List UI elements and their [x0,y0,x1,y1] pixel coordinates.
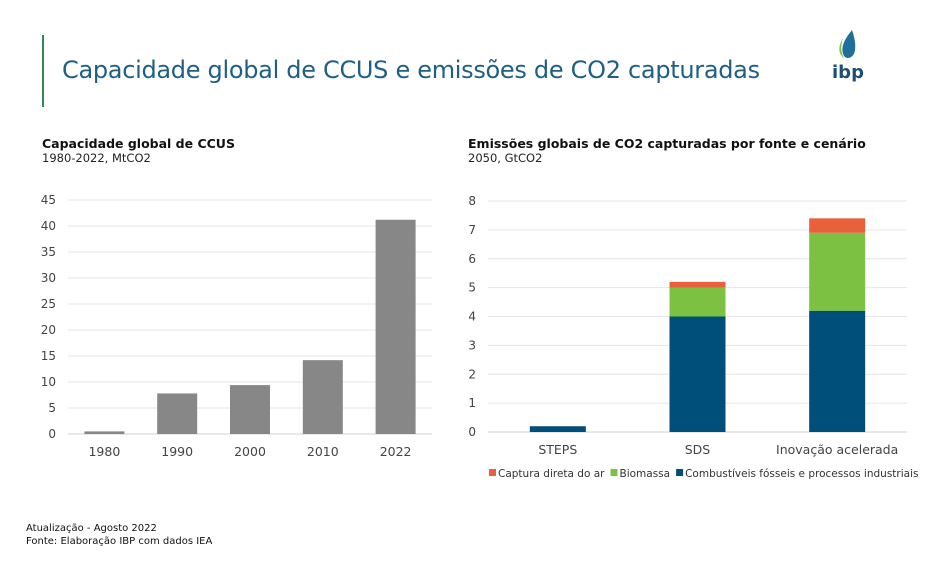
x-tick-label: 1980 [88,444,120,459]
svg-text:ibp: ibp [832,62,864,82]
accent-line [42,35,44,107]
y-tick-label: 0 [468,425,476,439]
y-tick-label: 2 [468,367,476,381]
source-note: Fonte: Elaboração IBP com dados IEA [26,536,213,547]
bar [375,219,416,434]
bar-segment [809,310,866,432]
bar [302,360,343,434]
legend-label: Combustíveis fósseis e processos industr… [685,468,918,480]
page-title: Capacidade global de CCUS e emissões de … [62,56,760,84]
y-tick-label: 30 [41,271,56,285]
legend-swatch [610,469,618,476]
x-tick-label: 1990 [161,444,193,459]
legend-label: Captura direta do ar [498,468,605,480]
y-tick-label: 7 [468,223,476,237]
y-tick-label: 4 [468,310,476,324]
y-tick-label: 35 [41,245,56,259]
right-chart-subtitle: 2050, GtCO2 [468,151,543,165]
update-note: Atualização - Agosto 2022 [26,523,157,534]
y-tick-label: 0 [48,427,56,441]
x-tick-label: 2010 [307,444,339,459]
x-tick-label: Inovação acelerada [776,442,898,457]
x-tick-label: STEPS [538,442,577,457]
y-tick-label: 40 [41,219,56,233]
x-tick-label: 2022 [380,444,412,459]
legend-label: Biomassa [620,468,671,480]
x-tick-label: 2000 [234,444,266,459]
ibp-logo: ibp [832,30,864,82]
bar-segment [529,426,586,432]
bar-segment [809,218,866,233]
y-tick-label: 15 [41,349,56,363]
y-tick-label: 3 [468,338,476,352]
bar-segment [669,281,726,288]
legend-swatch [489,469,496,476]
bar-segment [809,232,866,311]
y-tick-label: 6 [468,252,476,266]
bar-segment [669,316,726,432]
y-tick-label: 20 [41,323,56,337]
y-tick-label: 1 [468,396,476,410]
bar [230,385,270,434]
bar [157,393,198,434]
bar [84,431,125,434]
y-tick-label: 25 [41,297,56,311]
bar-segment [669,287,726,317]
x-tick-label: SDS [685,442,711,457]
y-tick-label: 45 [41,193,56,207]
left-chart-title: Capacidade global de CCUS [42,136,235,151]
y-tick-label: 8 [468,194,476,208]
y-tick-label: 10 [41,375,56,389]
right-chart-title: Emissões globais de CO2 capturadas por f… [468,136,866,151]
left-chart-subtitle: 1980-2022, MtCO2 [42,151,151,165]
legend-swatch [676,469,684,476]
y-tick-label: 5 [468,281,476,295]
y-tick-label: 5 [48,401,56,415]
